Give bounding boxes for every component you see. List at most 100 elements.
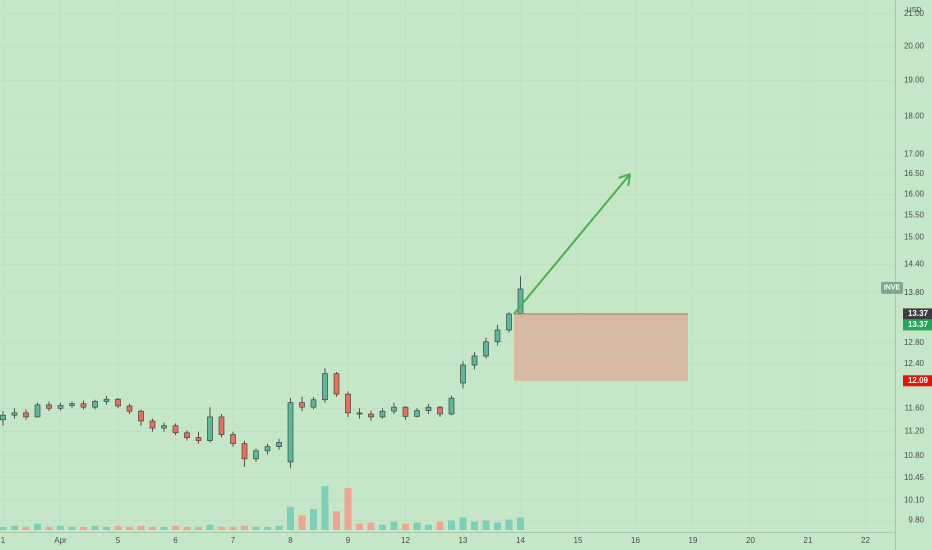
candle-body bbox=[310, 399, 317, 408]
volume-bar bbox=[206, 524, 214, 530]
volume-bar bbox=[448, 520, 455, 530]
candle-body bbox=[207, 416, 213, 441]
candle-body bbox=[333, 373, 340, 395]
candle-body bbox=[460, 364, 466, 384]
y-tick-label: 15.50 bbox=[904, 211, 925, 220]
candle-body bbox=[92, 401, 98, 408]
candle-body bbox=[368, 413, 374, 418]
x-tick-label: 7 bbox=[231, 536, 236, 545]
candle-body bbox=[46, 404, 52, 409]
volume-bar bbox=[356, 523, 363, 530]
candle-body bbox=[11, 412, 18, 416]
candle-body bbox=[126, 405, 133, 412]
y-tick-label: 11.60 bbox=[905, 403, 925, 412]
volume-bar bbox=[172, 525, 179, 530]
candle-body bbox=[425, 406, 432, 411]
x-tick-label: 13 bbox=[459, 536, 468, 545]
price-label-bg bbox=[903, 308, 932, 320]
y-tick-label: 21.00 bbox=[904, 9, 925, 18]
volume-bar bbox=[367, 522, 375, 530]
volume-bar bbox=[68, 526, 76, 530]
candle-body bbox=[379, 410, 386, 418]
symbol-label: INVE bbox=[884, 285, 901, 292]
y-tick-label: 14.40 bbox=[904, 260, 925, 269]
arrow-head bbox=[627, 173, 631, 187]
volume-bar bbox=[494, 522, 501, 530]
candle-body bbox=[494, 329, 501, 343]
candle-body bbox=[448, 397, 455, 415]
volume-bar bbox=[517, 517, 524, 530]
x-tick-label: 16 bbox=[631, 536, 640, 545]
candle-body bbox=[287, 402, 294, 463]
volume-bar bbox=[379, 524, 386, 530]
candle-body bbox=[322, 373, 328, 401]
volume-bar bbox=[505, 519, 513, 530]
y-tick-label: 9.80 bbox=[908, 515, 924, 524]
volume-bar bbox=[22, 526, 30, 530]
x-tick-label: 8 bbox=[288, 536, 293, 545]
candle-body bbox=[149, 420, 156, 429]
candle-body bbox=[0, 414, 6, 421]
volume-bar bbox=[218, 526, 225, 530]
candle-body bbox=[69, 403, 75, 406]
candle-body bbox=[241, 443, 248, 460]
currency-label: USD bbox=[907, 7, 922, 14]
y-tick-label: 18.00 bbox=[904, 111, 925, 120]
price-label: 13.37 bbox=[908, 320, 929, 329]
volume-bar bbox=[45, 526, 53, 530]
candle-body bbox=[115, 398, 121, 407]
volume-bar bbox=[91, 525, 99, 530]
price-label-bg bbox=[903, 319, 932, 331]
volume-bar bbox=[160, 526, 168, 530]
volume-bar bbox=[229, 526, 237, 530]
candle-body bbox=[23, 412, 29, 418]
price-label: 13.37 bbox=[908, 309, 929, 318]
volume-bar bbox=[402, 523, 409, 530]
y-tick-label: 15.00 bbox=[904, 233, 925, 242]
volume-bar bbox=[333, 511, 340, 530]
candle-body bbox=[218, 416, 225, 435]
volume-bar bbox=[195, 526, 202, 530]
candle-body bbox=[517, 288, 524, 315]
candle-body bbox=[391, 406, 397, 412]
volume-bar bbox=[183, 526, 191, 530]
candle-body bbox=[161, 425, 167, 429]
x-tick-label: 21 bbox=[804, 536, 813, 545]
volume-bar bbox=[34, 523, 41, 530]
candle-body bbox=[299, 402, 305, 408]
volume-bar bbox=[482, 520, 490, 530]
volume-bar bbox=[390, 521, 398, 530]
volume-bar bbox=[459, 517, 467, 530]
y-tick-label: 16.50 bbox=[904, 169, 925, 178]
volume-bar bbox=[264, 526, 271, 530]
candle-body bbox=[34, 404, 41, 418]
volume-bar bbox=[114, 525, 122, 530]
x-tick-label: 20 bbox=[746, 536, 755, 545]
x-tick-label: 6 bbox=[173, 536, 178, 545]
x-tick-label: 22 bbox=[861, 536, 870, 545]
volume-bar bbox=[310, 509, 317, 530]
y-tick-label: 17.00 bbox=[904, 149, 925, 158]
x-tick-label: 1 bbox=[1, 536, 6, 545]
price-label-bg bbox=[903, 375, 932, 387]
y-tick-label: 16.00 bbox=[904, 190, 925, 199]
candle-body bbox=[172, 425, 179, 434]
volume-bar bbox=[287, 506, 294, 530]
volume-bar bbox=[149, 526, 156, 530]
volume-bar bbox=[321, 486, 329, 530]
y-tick-label: 10.45 bbox=[904, 473, 925, 482]
y-tick-label: 13.80 bbox=[904, 288, 925, 297]
candle-body bbox=[103, 398, 110, 402]
y-tick-label: 10.10 bbox=[904, 495, 925, 504]
y-tick-label: 10.80 bbox=[904, 451, 925, 460]
volume-bar bbox=[0, 526, 7, 530]
arrow-head bbox=[618, 173, 631, 179]
y-tick-label: 12.40 bbox=[904, 359, 925, 368]
x-tick-label: 14 bbox=[516, 536, 525, 545]
candle-body bbox=[437, 406, 443, 415]
price-label: 12.09 bbox=[908, 376, 929, 385]
candle-body bbox=[184, 432, 190, 438]
volume-bar bbox=[425, 524, 432, 530]
